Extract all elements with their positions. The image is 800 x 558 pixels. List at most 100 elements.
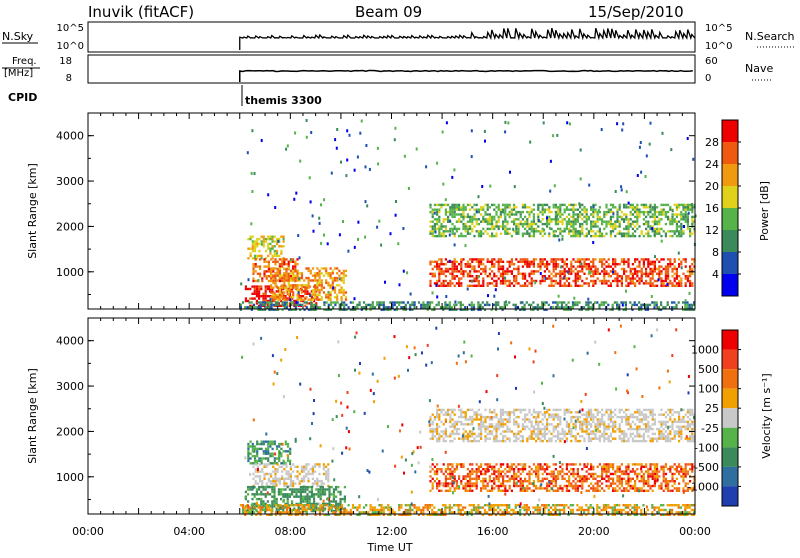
power-cell bbox=[647, 206, 649, 208]
power-cell bbox=[687, 228, 689, 230]
power-speckle bbox=[578, 202, 580, 205]
velocity-cell bbox=[500, 426, 502, 428]
power-cell bbox=[469, 233, 471, 235]
velocity-cell bbox=[321, 480, 323, 482]
power-cell bbox=[462, 304, 464, 306]
power-cell bbox=[343, 306, 345, 308]
power-cell bbox=[568, 213, 570, 215]
power-cell bbox=[345, 275, 347, 277]
power-cell bbox=[585, 301, 587, 303]
velocity-cell bbox=[526, 487, 528, 489]
power-cell bbox=[564, 285, 566, 287]
velocity-cell bbox=[262, 500, 264, 502]
velocity-cell bbox=[491, 423, 493, 425]
velocity-cell bbox=[583, 475, 585, 477]
power-cell bbox=[449, 230, 451, 232]
velocity-cell bbox=[568, 463, 570, 465]
power-cell bbox=[561, 273, 563, 275]
power-cell bbox=[577, 233, 579, 235]
power-cell bbox=[601, 218, 603, 220]
power-cell bbox=[548, 304, 550, 306]
power-cell bbox=[283, 236, 285, 238]
velocity-cell bbox=[317, 491, 319, 493]
velocity-cell bbox=[577, 475, 579, 477]
velocity-cell bbox=[438, 438, 440, 440]
power-cell bbox=[610, 282, 612, 284]
power-cell bbox=[568, 218, 570, 220]
power-cell bbox=[579, 265, 581, 267]
velocity-cell bbox=[256, 448, 258, 450]
power-cell bbox=[449, 280, 451, 282]
power-cell bbox=[274, 258, 276, 260]
power-cell bbox=[482, 280, 484, 282]
velocity-cell bbox=[533, 470, 535, 472]
velocity-cell bbox=[480, 423, 482, 425]
power-cell bbox=[577, 277, 579, 279]
power-cell bbox=[267, 248, 269, 250]
velocity-cell bbox=[267, 500, 269, 502]
power-cell bbox=[471, 275, 473, 277]
velocity-cell bbox=[456, 463, 458, 465]
power-cell bbox=[539, 261, 541, 263]
power-cell bbox=[343, 277, 345, 279]
velocity-cell bbox=[451, 411, 453, 413]
power-cell bbox=[614, 301, 616, 303]
power-speckle bbox=[616, 122, 618, 125]
velocity-cell bbox=[643, 490, 645, 492]
power-cell bbox=[449, 282, 451, 284]
power-cell bbox=[685, 204, 687, 206]
power-cell bbox=[590, 230, 592, 232]
power-cell bbox=[605, 225, 607, 227]
velocity-cell bbox=[588, 473, 590, 475]
velocity-cell bbox=[339, 500, 341, 502]
power-cell bbox=[383, 304, 385, 306]
velocity-cell bbox=[434, 470, 436, 472]
power-cell bbox=[500, 209, 502, 211]
power-cell bbox=[297, 275, 299, 277]
power-cell bbox=[544, 233, 546, 235]
power-cell bbox=[638, 280, 640, 282]
power-cell bbox=[614, 265, 616, 267]
velocity-cell bbox=[500, 414, 502, 416]
date-title: 15/Sep/2010 bbox=[588, 3, 684, 21]
velocity-cell bbox=[482, 468, 484, 470]
power-cell bbox=[278, 245, 280, 247]
velocity-cell bbox=[625, 468, 627, 470]
power-cell bbox=[383, 301, 385, 303]
velocity-cell bbox=[478, 440, 480, 442]
power-cell bbox=[515, 223, 517, 225]
power-cell bbox=[592, 235, 594, 237]
power-cell bbox=[616, 233, 618, 235]
power-cell bbox=[676, 228, 678, 230]
velocity-cell bbox=[447, 463, 449, 465]
power-cell bbox=[528, 206, 530, 208]
power-cell bbox=[665, 211, 667, 213]
velocity-cell bbox=[634, 485, 636, 487]
power-cell bbox=[517, 228, 519, 230]
velocity-cell bbox=[429, 416, 431, 418]
velocity-cell bbox=[300, 493, 302, 495]
power-speckle bbox=[549, 227, 551, 230]
power-cell bbox=[586, 233, 588, 235]
power-cell bbox=[539, 233, 541, 235]
power-cell bbox=[526, 301, 528, 303]
velocity-cell bbox=[327, 463, 329, 465]
velocity-cell bbox=[509, 480, 511, 482]
power-cell bbox=[665, 268, 667, 270]
power-cell bbox=[601, 258, 603, 260]
velocity-cell bbox=[533, 409, 535, 411]
velocity-cell bbox=[623, 487, 625, 489]
velocity-cell bbox=[546, 485, 548, 487]
power-cell bbox=[262, 297, 264, 299]
power-cell bbox=[292, 272, 294, 274]
power-cell bbox=[254, 250, 256, 252]
power-colorbar-tick-label: 24 bbox=[705, 158, 719, 171]
power-cell bbox=[491, 270, 493, 272]
power-cell bbox=[658, 230, 660, 232]
velocity-cell bbox=[445, 482, 447, 484]
power-cell bbox=[458, 218, 460, 220]
power-cell bbox=[647, 233, 649, 235]
velocity-cell bbox=[517, 426, 519, 428]
power-cell bbox=[482, 218, 484, 220]
power-cell bbox=[279, 263, 281, 265]
